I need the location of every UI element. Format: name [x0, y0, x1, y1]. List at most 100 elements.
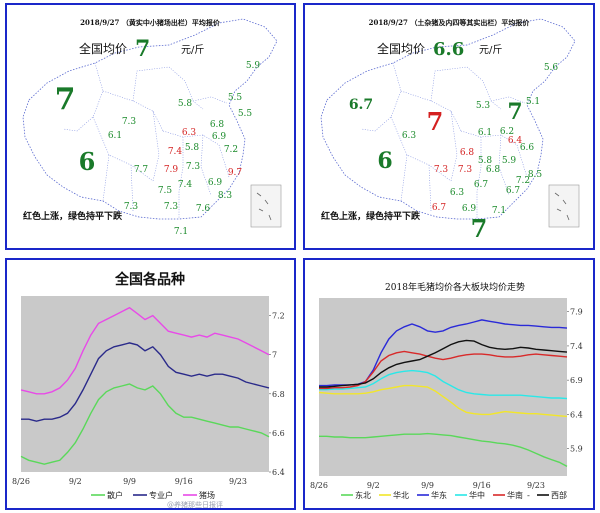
province-price-label: 6.8	[460, 148, 475, 158]
map-panel-native-pigs: 2018/9/27 （土杂猪及内四等其实出栏）平均报价 全国均价 6.6 元/斤…	[303, 3, 595, 250]
national-avg-label: 全国均价	[377, 41, 425, 56]
color-note: 红色上涨，绿色持平下跌	[23, 210, 123, 222]
province-price-label: 6.3	[182, 128, 197, 138]
x-tick-label: 9/16	[175, 477, 193, 486]
y-tick-label: 6.4	[570, 410, 583, 419]
price-unit: 元/斤	[181, 44, 204, 56]
province-price-label: 7.3	[122, 117, 137, 127]
province-price-label: 6	[79, 147, 96, 176]
national-avg-label: 全国均价	[79, 41, 127, 56]
province-price-label: 5.8	[178, 99, 193, 109]
province-price-label: 7.5	[158, 186, 173, 196]
province-price-label: 6.4	[508, 136, 523, 146]
series-line-猪场	[20, 306, 270, 395]
province-price-label: 6.3	[450, 188, 465, 198]
province-price-label: 7.7	[134, 165, 149, 175]
legend-label: 西部	[551, 490, 567, 500]
legend-label: 散户	[107, 490, 123, 500]
province-price-label: 6.7	[432, 203, 447, 213]
province-price-label: 7.4	[178, 180, 193, 190]
x-tick-label: 9/2	[367, 481, 380, 490]
province-price-label: 5.5	[238, 109, 253, 119]
province-price-label: 6.3	[402, 131, 417, 141]
china-outline	[22, 18, 278, 220]
chart-panel-national: 全国各品种 6.4 6.6 6.8 7 7.2 8/26 9/2 9/9 9/16 9/23 散户 专…	[5, 258, 296, 510]
south-sea-inset	[548, 184, 580, 228]
province-price-label: 5.8	[185, 143, 200, 153]
map-panel-small-farms: 2018/9/27 （黄实中小猪场出栏）平均报价 全国均价 7 元/斤 红色上涨…	[5, 3, 296, 250]
y-tick-label: 6.8	[272, 390, 285, 399]
map-subtitle: 2018/9/27 （黄实中小猪场出栏）平均报价	[80, 18, 221, 27]
series-line-散户	[20, 383, 270, 465]
legend-separator: -	[527, 491, 530, 500]
province-price-label: 7.3	[124, 202, 139, 212]
province-price-label: 9.7	[228, 168, 243, 178]
y-tick-label: 7.9	[570, 308, 583, 317]
province-lines	[62, 62, 230, 219]
y-tick-label: 6.4	[272, 468, 285, 477]
province-price-label: 5.9	[246, 61, 261, 71]
province-price-label: 6.7	[506, 186, 521, 196]
province-price-label: 5.6	[544, 63, 559, 73]
regional-price-chart: 2018年毛猪均价各大板块均价走势 5.9 6.4 6.9 7.4 7.9 8/26 9/2…	[310, 281, 583, 500]
province-price-label: 7.3	[458, 165, 473, 175]
price-unit: 元/斤	[479, 44, 502, 56]
legend-label: 华北	[393, 490, 409, 500]
legend-label: 华南	[507, 490, 523, 500]
series-line-专业户	[21, 342, 270, 422]
province-price-label: 7.3	[434, 165, 449, 175]
province-price-label: 7	[427, 107, 444, 136]
x-tick-label: 9/9	[421, 481, 434, 490]
y-tick-label: 7	[272, 351, 277, 360]
national-variety-chart: 全国各品种 6.4 6.6 6.8 7 7.2 8/26 9/2 9/9 9/16 9/23 散户 专…	[12, 271, 285, 508]
province-price-label: 6	[377, 148, 392, 174]
province-price-label: 5.8	[478, 156, 493, 166]
province-price-label: 5.3	[476, 101, 491, 111]
chart-title: 全国各品种	[114, 271, 185, 288]
y-tick-label: 5.9	[570, 445, 583, 454]
province-price-label: 6.9	[212, 132, 227, 142]
province-price-label: 7.9	[164, 165, 179, 175]
province-price-label: 7	[55, 82, 76, 117]
province-price-label: 6.2	[500, 127, 514, 137]
national-avg-value: 6.6	[433, 39, 464, 60]
plot-area	[319, 298, 567, 476]
china-outline	[320, 18, 576, 220]
province-price-label: 6.1	[478, 128, 492, 138]
province-price-label: 8.3	[218, 191, 233, 201]
y-tick-label: 6.6	[272, 429, 285, 438]
x-tick-label: 9/23	[229, 477, 247, 486]
x-tick-label: 9/16	[473, 481, 491, 490]
map-subtitle: 2018/9/27 （土杂猪及内四等其实出栏）平均报价	[369, 18, 531, 27]
national-avg-value: 7	[135, 36, 150, 62]
province-price-label: 7.3	[164, 202, 179, 212]
series-line-华中	[319, 369, 568, 400]
province-price-labels: 5.97 5.85.57.35.56.16.86.3 6.97.4 5.8 7.26 7.…	[55, 61, 261, 237]
legend-label: 华东	[431, 490, 447, 500]
legend-label: 华中	[469, 490, 485, 500]
y-tick-label: 7.2	[272, 312, 285, 321]
series-line-西部	[319, 339, 568, 388]
x-tick-label: 9/9	[123, 477, 136, 486]
series-line-东北	[319, 432, 568, 468]
province-price-label: 8.5	[528, 170, 543, 180]
south-sea-inset	[250, 184, 282, 228]
province-price-label: 6.8	[486, 165, 501, 175]
province-price-label: 7.1	[174, 227, 188, 237]
map-native-pigs-svg: 2018/9/27 （土杂猪及内四等其实出栏）平均报价 全国均价 6.6 元/斤…	[320, 18, 580, 243]
province-lines	[360, 62, 528, 219]
legend-label: 专业户	[149, 490, 173, 500]
province-price-label: 7	[507, 99, 522, 125]
province-price-label: 5.1	[526, 97, 540, 107]
province-price-labels: 5.6 6.7 5.3 5.1 7 7 6.3 6.1 6.26.4 6.85.8 6.6 6 5.9 7…	[349, 63, 559, 243]
province-price-label: 7.2	[224, 145, 238, 155]
province-price-label: 7.1	[492, 206, 506, 216]
province-price-label: 5.9	[502, 156, 517, 166]
legend-label: 东北	[355, 490, 371, 500]
province-price-label: 7.3	[186, 162, 201, 172]
x-tick-label: 9/2	[69, 477, 82, 486]
map-small-farms-svg: 2018/9/27 （黄实中小猪场出栏）平均报价 全国均价 7 元/斤 红色上涨…	[22, 18, 282, 237]
province-price-label: 7.6	[196, 204, 211, 214]
province-price-label: 6.1	[108, 131, 122, 141]
plot-area	[21, 296, 269, 472]
